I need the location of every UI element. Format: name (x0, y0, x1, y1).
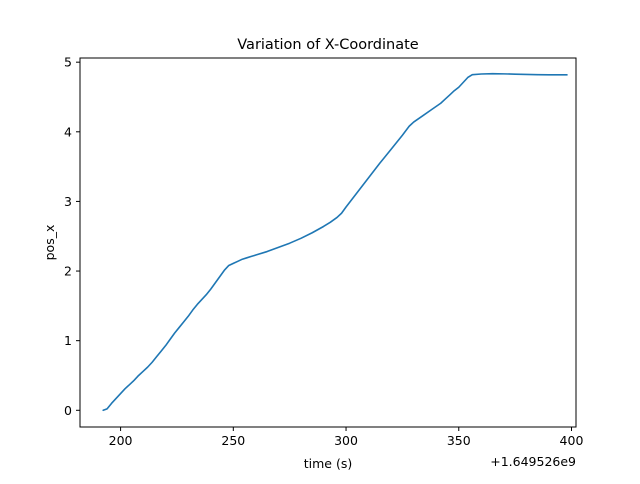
plot-area (80, 58, 576, 427)
x-tick-label: 400 (560, 433, 584, 448)
y-axis-label: pos_x (42, 225, 57, 261)
y-tick-label: 5 (64, 55, 72, 70)
y-tick-label: 2 (64, 264, 72, 279)
y-tick-label: 1 (64, 333, 72, 348)
x-tick-label: 300 (334, 433, 358, 448)
y-tick-label: 3 (64, 194, 72, 209)
x-tick-label: 200 (109, 433, 133, 448)
chart-title: Variation of X-Coordinate (237, 37, 419, 53)
x-axis-label: time (s) (304, 456, 352, 471)
axis-layer: 200 250 300 350 400 0 1 2 3 4 5 (64, 55, 583, 448)
plot-frame (79, 57, 577, 428)
x-axis-offset-label: +1.649526e9 (490, 454, 576, 469)
x-tick-label: 250 (221, 433, 245, 448)
series-line-0 (102, 72, 568, 412)
x-tick-label: 350 (447, 433, 471, 448)
y-tick-label: 4 (64, 124, 72, 139)
series-layer (102, 72, 568, 412)
y-tick-label: 0 (64, 403, 72, 418)
